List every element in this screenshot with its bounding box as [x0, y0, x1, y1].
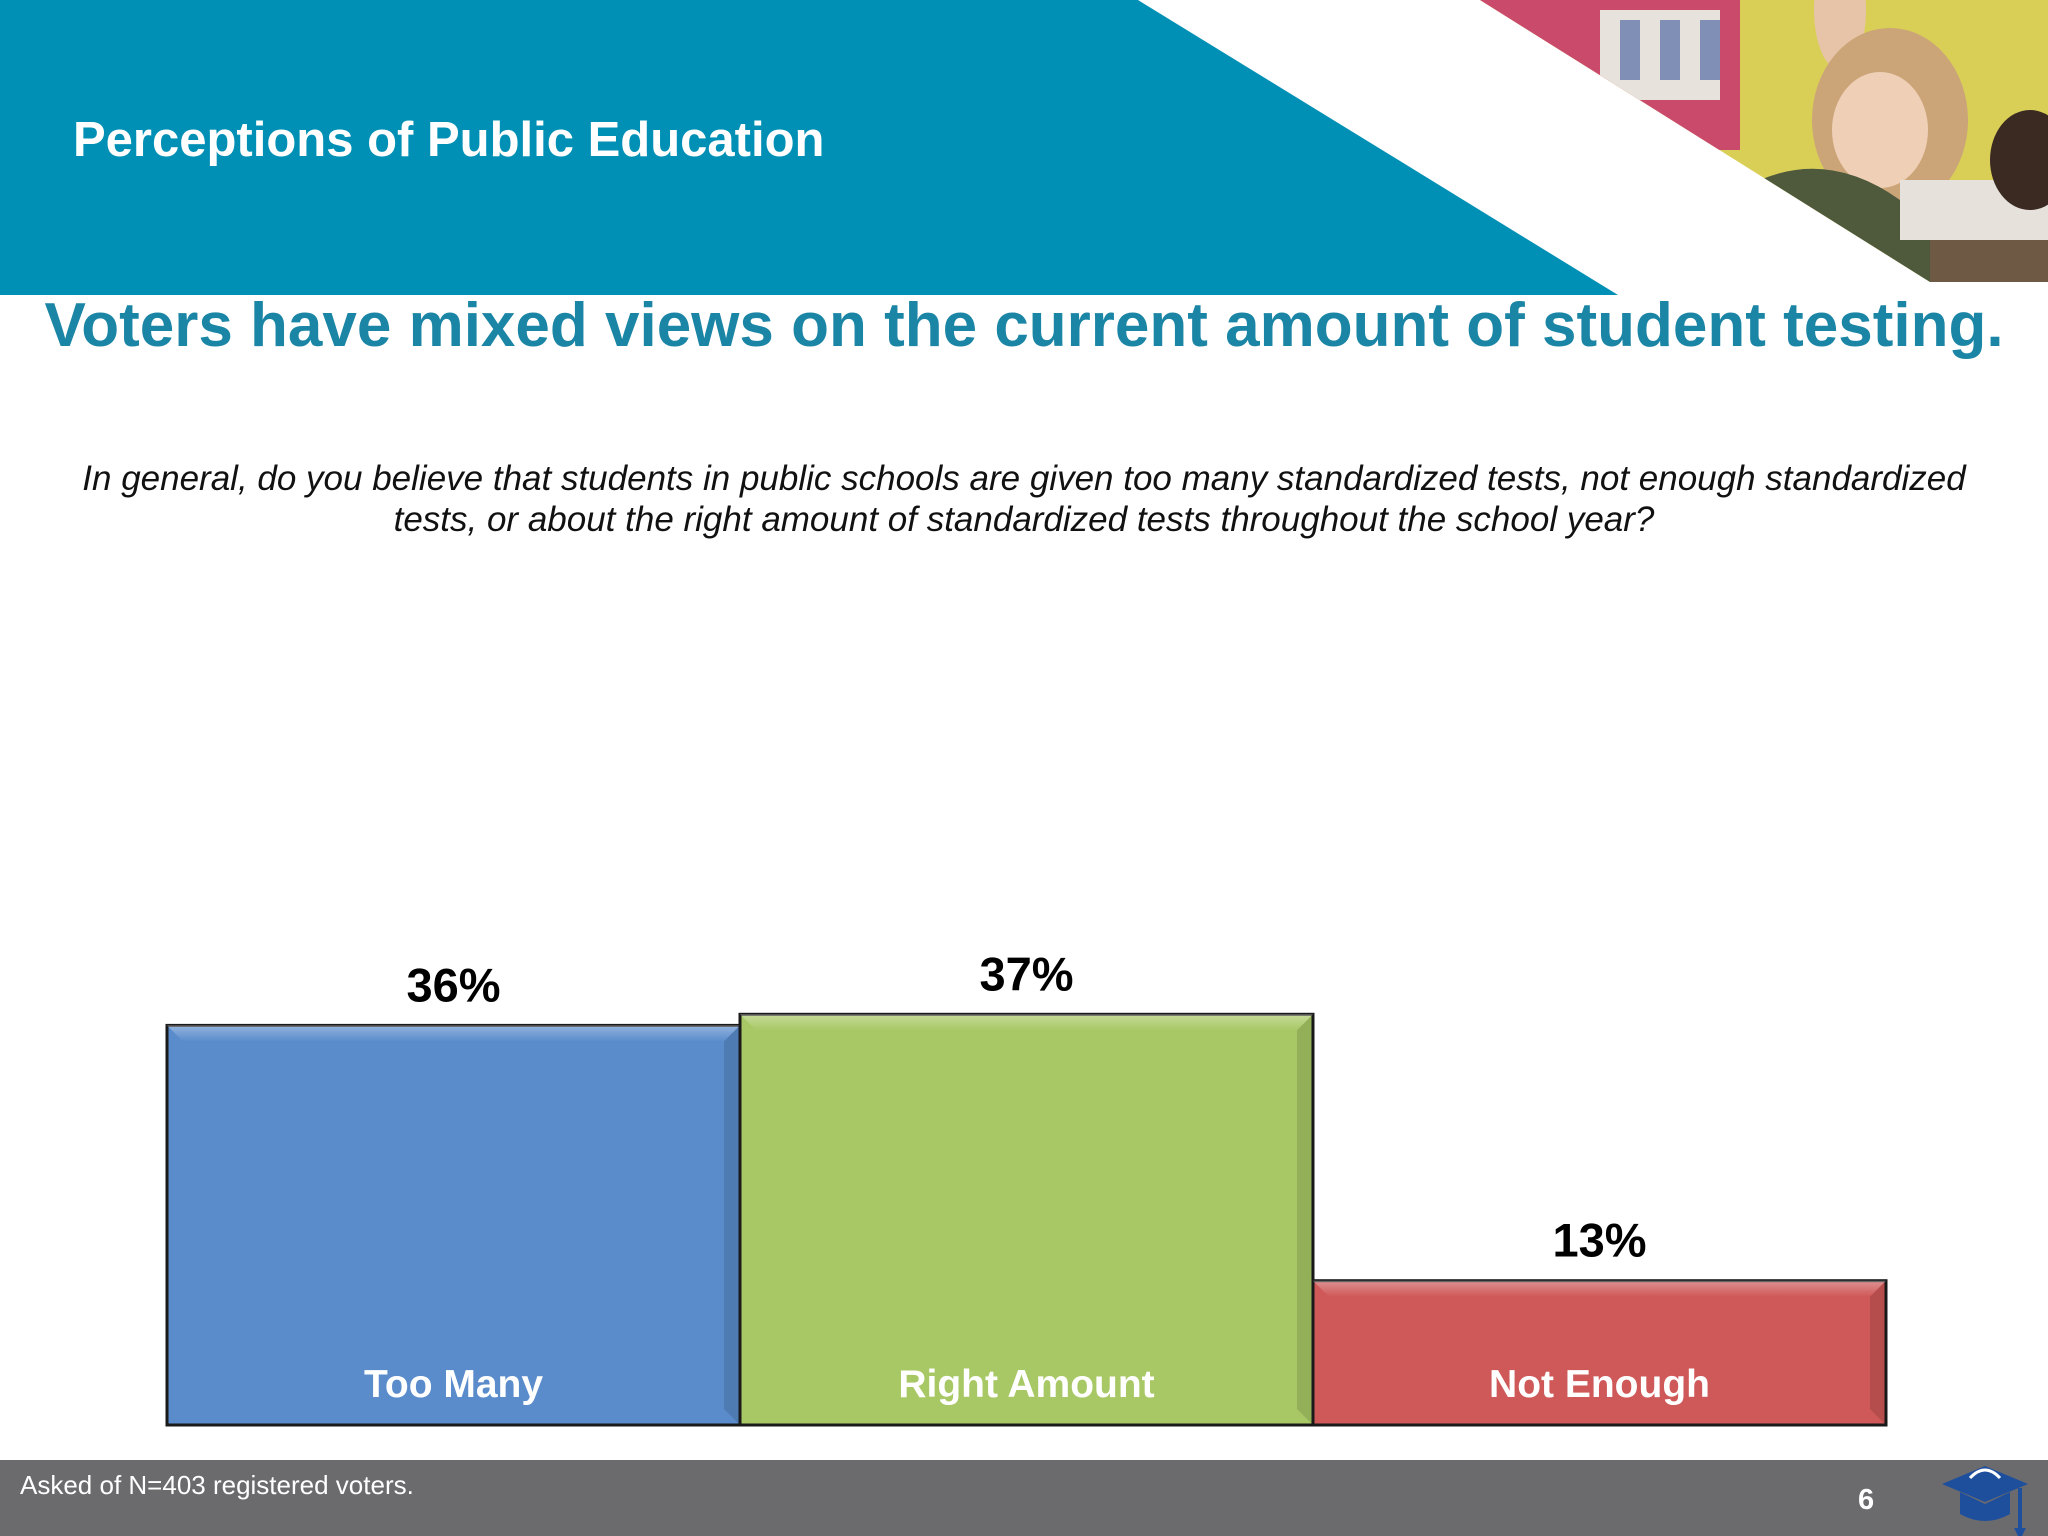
data-label: 13%	[1552, 1214, 1646, 1267]
section-title: Perceptions of Public Education	[73, 113, 825, 167]
category-label: Right Amount	[898, 1363, 1154, 1406]
data-label: 37%	[979, 947, 1073, 1000]
classroom-photo-icon	[1480, 0, 2048, 282]
bar-not-enough: 13% Not Enough	[1311, 1214, 1888, 1427]
footnote: Asked of N=403 registered voters.	[20, 1470, 414, 1500]
slide-headline: Voters have mixed views on the current a…	[44, 291, 2004, 360]
bar-right-amount: 37% Right Amount	[738, 947, 1315, 1427]
category-label: Not Enough	[1489, 1363, 1710, 1406]
bar-chart: 36% Too Many 37% Right Amount 13% Not Enough	[165, 947, 1888, 1427]
data-label: 36%	[406, 958, 500, 1011]
category-label: Too Many	[364, 1363, 543, 1406]
footer-bar	[0, 1460, 2048, 1536]
header-band	[0, 0, 2048, 295]
header-teal-shape	[0, 0, 1618, 295]
bar-too-many: 36% Too Many	[165, 958, 742, 1427]
page-number: 6	[1858, 1484, 1875, 1516]
graduation-cap-logo-icon	[1942, 1466, 2028, 1536]
survey-question: In general, do you believe that students…	[82, 459, 1966, 539]
